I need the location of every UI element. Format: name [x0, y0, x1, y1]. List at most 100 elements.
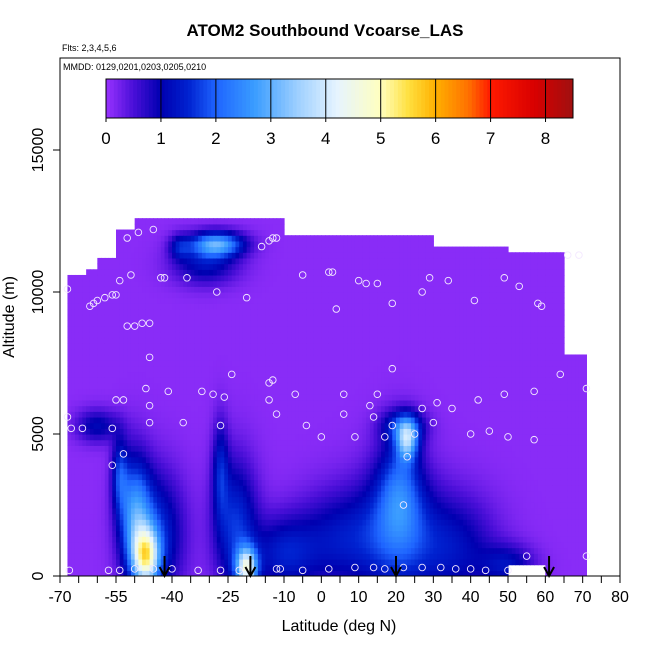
heatmap-cell	[201, 240, 207, 248]
heatmap-cell	[168, 348, 173, 356]
heatmap-cell	[295, 468, 300, 475]
heatmap-cell	[291, 326, 296, 333]
heatmap-cell	[186, 303, 192, 310]
heatmap-cell	[149, 382, 154, 390]
heatmap-cell	[340, 252, 345, 259]
heatmap-cell	[302, 280, 307, 287]
heatmap-cell	[291, 388, 296, 395]
heatmap-cell	[231, 269, 237, 276]
heatmap-cell	[157, 547, 162, 554]
heatmap-cell	[190, 257, 195, 265]
heatmap-cell	[351, 257, 356, 265]
heatmap-cell	[332, 570, 337, 576]
heatmap-cell	[224, 553, 229, 560]
heatmap-cell	[168, 297, 173, 304]
heatmap-cell	[149, 445, 154, 452]
heatmap-cell	[127, 558, 132, 566]
heatmap-cell	[272, 257, 278, 265]
heatmap-cell	[284, 490, 289, 498]
heatmap-cell	[138, 365, 143, 373]
heatmap-cell	[325, 377, 330, 384]
heatmap-cell	[205, 547, 210, 554]
heatmap-cell	[183, 360, 188, 367]
heatmap-cell	[172, 337, 177, 344]
heatmap-cell	[336, 524, 341, 532]
heatmap-cell	[354, 292, 360, 299]
heatmap-cell	[242, 354, 248, 361]
heatmap-cell	[313, 240, 319, 248]
heatmap-cell	[224, 496, 229, 503]
heatmap-cell	[104, 479, 110, 486]
heatmap-cell	[336, 445, 341, 452]
heatmap-cell	[130, 286, 136, 293]
heatmap-cell	[168, 507, 173, 515]
heatmap-cell	[332, 490, 337, 498]
heatmap-cell	[201, 326, 207, 333]
heatmap-cell	[116, 558, 121, 566]
heatmap-cell	[183, 536, 188, 543]
heatmap-cell	[149, 223, 154, 231]
heatmap-cell	[138, 246, 143, 253]
heatmap-cell	[351, 348, 356, 356]
heatmap-cell	[224, 530, 229, 537]
heatmap-cell	[317, 365, 322, 373]
heatmap-cell	[224, 309, 229, 316]
heatmap-cell	[67, 541, 72, 549]
heatmap-cell	[93, 456, 98, 463]
heatmap-cell	[89, 473, 95, 481]
heatmap-cell	[242, 286, 248, 293]
heatmap-cell	[246, 343, 251, 350]
heatmap-cell	[358, 434, 363, 441]
heatmap-cell	[190, 365, 195, 373]
heatmap-cell	[228, 541, 233, 549]
heatmap-cell	[343, 269, 349, 276]
heatmap-cell	[168, 485, 173, 492]
heatmap-cell	[89, 547, 95, 554]
heatmap-cell	[142, 354, 147, 361]
heatmap-cell	[142, 502, 147, 509]
heatmap-cell	[280, 530, 285, 537]
heatmap-cell	[366, 502, 371, 509]
heatmap-cell	[104, 337, 110, 344]
heatmap-cell	[276, 388, 281, 395]
heatmap-cell	[242, 252, 248, 259]
heatmap-cell	[82, 405, 87, 412]
heatmap-cell	[86, 434, 91, 441]
heatmap-cell	[235, 365, 240, 373]
heatmap-cell	[104, 428, 110, 435]
heatmap-cell	[130, 490, 136, 498]
heatmap-cell	[336, 240, 341, 248]
heatmap-cell	[265, 485, 270, 492]
heatmap-cell	[89, 382, 95, 390]
heatmap-cell	[287, 439, 293, 446]
heatmap-cell	[172, 303, 177, 310]
heatmap-cell	[194, 388, 199, 395]
heatmap-cell	[373, 536, 378, 543]
heatmap-cell	[291, 274, 296, 282]
heatmap-cell	[190, 434, 195, 441]
heatmap-cell	[276, 297, 281, 304]
heatmap-cell	[190, 263, 195, 270]
heatmap-cell	[347, 297, 352, 304]
heatmap-cell	[138, 297, 143, 304]
heatmap-cell	[101, 434, 106, 441]
heatmap-cell	[205, 485, 210, 492]
heatmap-cell	[209, 269, 214, 276]
heatmap-cell	[306, 553, 311, 560]
heatmap-cell	[160, 394, 166, 401]
heatmap-cell	[325, 422, 330, 429]
heatmap-cell	[216, 485, 222, 492]
heatmap-cell	[325, 263, 330, 270]
heatmap-cell	[220, 524, 225, 532]
heatmap-cell	[373, 570, 378, 576]
heatmap-cell	[201, 434, 207, 441]
heatmap-cell	[89, 434, 95, 441]
heatmap-cell	[325, 371, 330, 378]
heatmap-cell	[235, 331, 240, 339]
heatmap-cell	[272, 331, 278, 339]
heatmap-cell	[86, 354, 91, 361]
heatmap-cell	[284, 252, 289, 259]
heatmap-cell	[175, 399, 181, 407]
heatmap-cell	[325, 570, 330, 576]
heatmap-cell	[130, 502, 136, 509]
